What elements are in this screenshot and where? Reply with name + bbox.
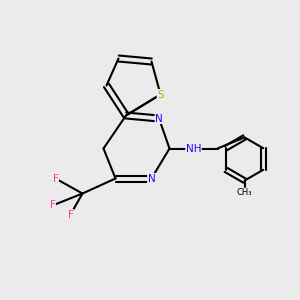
Text: N: N <box>155 113 163 124</box>
Text: F: F <box>68 209 74 220</box>
Text: F: F <box>52 173 59 184</box>
Text: F: F <box>50 200 56 211</box>
Text: S: S <box>157 89 164 100</box>
Text: NH: NH <box>186 143 201 154</box>
Text: CH₃: CH₃ <box>237 188 252 197</box>
Text: N: N <box>148 173 155 184</box>
